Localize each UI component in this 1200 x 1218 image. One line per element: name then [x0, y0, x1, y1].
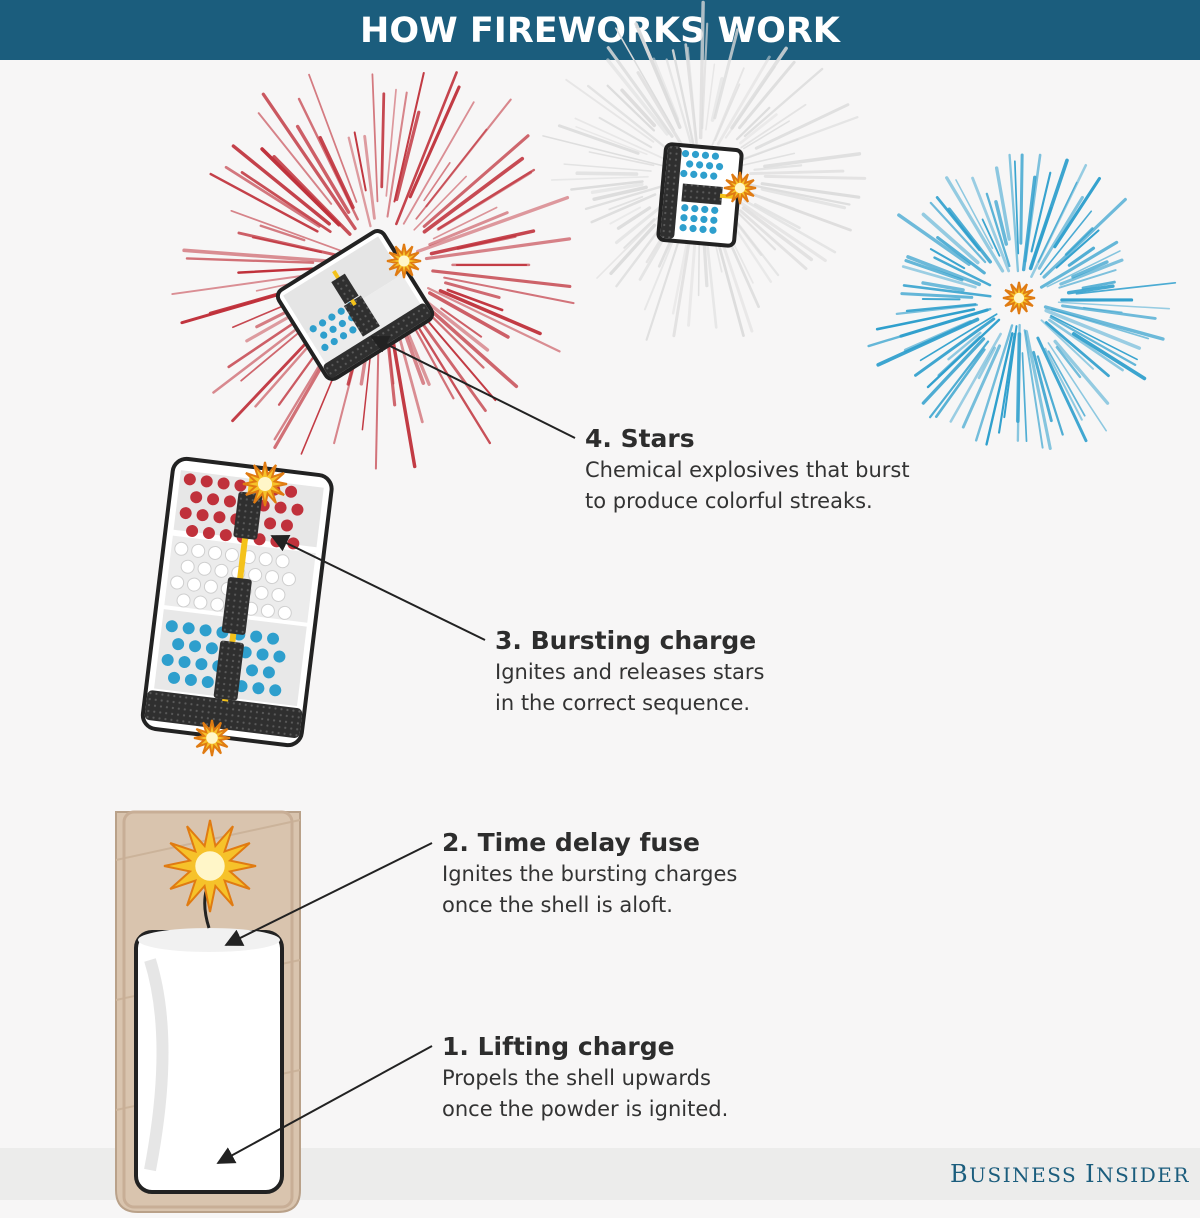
label-bursting-charge: 3. Bursting charge Ignites and releases … — [495, 625, 895, 719]
spark-red-shell — [386, 243, 422, 279]
label-bursting-title: 3. Bursting charge — [495, 626, 757, 655]
blue-burst — [867, 153, 1177, 451]
label-bursting-desc: Ignites and releases stars in the correc… — [495, 660, 765, 715]
spark-shell-top — [242, 461, 288, 507]
label-stars-desc: Chemical explosives that burst to produc… — [585, 458, 910, 513]
label-lifting-charge: 1. Lifting charge Propels the shell upwa… — [442, 1031, 842, 1125]
leader-arrows — [216, 336, 576, 1164]
label-time-delay-fuse: 2. Time delay fuse Ignites the bursting … — [442, 827, 842, 921]
spark-fuse — [163, 819, 257, 913]
page-header: HOW FIREWORKS WORK — [0, 0, 1200, 60]
label-lifting-title: 1. Lifting charge — [442, 1032, 675, 1061]
label-lifting-desc: Propels the shell upwards once the powde… — [442, 1066, 729, 1121]
label-stars-title: 4. Stars — [585, 424, 695, 453]
business-insider-logo: BUSINESS INSIDER — [950, 1160, 1190, 1188]
red-burst — [171, 71, 575, 470]
label-stars: 4. Stars Chemical explosives that burst … — [585, 423, 985, 517]
white-burst — [542, 0, 867, 341]
spark-white-shell — [723, 171, 757, 205]
label-fuse-title: 2. Time delay fuse — [442, 828, 700, 857]
exploding-shell-white — [656, 142, 744, 248]
spark-shell-bottom — [193, 719, 231, 757]
label-fuse-desc: Ignites the bursting charges once the sh… — [442, 862, 738, 917]
spark-blue-center — [1002, 281, 1036, 315]
bursting-charge — [233, 491, 263, 540]
page-title: HOW FIREWORKS WORK — [360, 11, 840, 51]
firework-shell — [140, 456, 334, 748]
